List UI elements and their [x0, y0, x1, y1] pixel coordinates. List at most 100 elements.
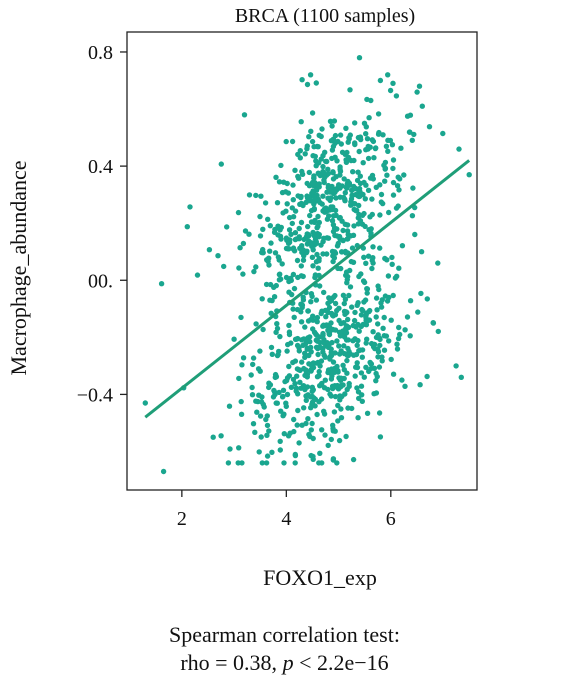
data-point: [365, 155, 372, 162]
data-point: [259, 460, 265, 466]
data-point: [317, 450, 323, 456]
data-point: [293, 236, 300, 242]
data-point: [264, 453, 271, 459]
data-point: [407, 333, 413, 339]
data-point: [319, 126, 325, 132]
data-point: [338, 382, 344, 389]
data-point: [313, 80, 319, 86]
data-point: [417, 382, 423, 388]
data-point: [298, 119, 304, 125]
data-point: [325, 386, 331, 393]
data-point: [308, 349, 314, 355]
data-point: [363, 260, 369, 266]
data-point: [414, 89, 420, 95]
data-point: [327, 298, 333, 305]
data-point: [314, 374, 321, 380]
data-point: [331, 409, 338, 415]
x-tick-label: 6: [386, 508, 396, 530]
data-point: [327, 325, 333, 331]
data-point: [407, 298, 414, 304]
data-point: [399, 243, 406, 249]
data-point: [392, 275, 399, 281]
data-point: [310, 153, 316, 159]
data-point: [342, 391, 348, 397]
data-point: [330, 228, 337, 235]
data-point: [309, 110, 316, 116]
data-point: [299, 422, 305, 428]
data-point: [363, 131, 369, 137]
data-point: [319, 427, 325, 433]
data-point: [268, 240, 274, 246]
data-point: [316, 258, 322, 264]
data-point: [358, 136, 364, 143]
data-point: [371, 391, 377, 397]
data-point: [235, 460, 241, 466]
data-point: [365, 143, 371, 150]
data-point: [284, 391, 291, 398]
data-point: [290, 214, 297, 220]
data-point: [257, 413, 264, 419]
data-point: [355, 300, 361, 306]
data-point: [224, 224, 230, 230]
data-point: [338, 141, 344, 147]
data-point: [343, 184, 349, 190]
data-point: [424, 373, 430, 380]
data-point: [304, 345, 311, 351]
data-point: [348, 196, 355, 202]
data-point: [390, 165, 396, 172]
data-point: [312, 197, 318, 203]
data-point: [389, 254, 395, 261]
data-point: [366, 308, 372, 315]
data-point: [296, 225, 302, 232]
data-point: [292, 208, 299, 214]
data-point: [361, 374, 367, 380]
data-point: [378, 304, 385, 310]
data-point: [256, 449, 262, 455]
data-point: [364, 136, 371, 142]
data-point: [340, 227, 346, 234]
data-point: [330, 425, 336, 432]
data-point: [329, 123, 335, 129]
data-point: [363, 182, 369, 188]
data-point: [328, 393, 334, 399]
data-point: [236, 265, 242, 271]
data-point: [333, 195, 339, 201]
data-point: [330, 169, 336, 175]
data-point: [283, 377, 290, 384]
data-point: [305, 416, 311, 422]
data-point: [390, 80, 396, 87]
data-point: [236, 375, 242, 382]
data-point: [368, 97, 374, 104]
data-point: [291, 428, 297, 435]
data-point: [306, 195, 312, 201]
data-point: [373, 295, 380, 301]
data-point: [276, 271, 283, 278]
data-point: [394, 183, 401, 189]
data-point: [318, 133, 324, 140]
data-point: [309, 384, 315, 390]
plot-frame: [126, 31, 478, 491]
data-point: [353, 191, 359, 198]
data-point: [292, 167, 298, 173]
data-point: [318, 358, 325, 364]
data-point: [319, 380, 325, 387]
data-point: [342, 190, 348, 196]
data-point: [388, 317, 394, 323]
data-point: [343, 325, 349, 331]
data-point: [274, 352, 281, 359]
data-point: [332, 393, 339, 400]
data-point: [332, 292, 338, 299]
data-point: [337, 166, 343, 172]
data-point: [440, 130, 446, 137]
data-point: [379, 354, 385, 360]
data-point: [366, 368, 372, 375]
data-point: [304, 146, 310, 152]
data-point: [268, 344, 275, 351]
data-point: [388, 356, 394, 363]
data-point: [314, 225, 320, 231]
data-point: [263, 281, 270, 288]
data-point: [355, 415, 361, 421]
data-point: [328, 436, 334, 443]
data-point: [410, 185, 416, 191]
data-point: [338, 415, 345, 421]
